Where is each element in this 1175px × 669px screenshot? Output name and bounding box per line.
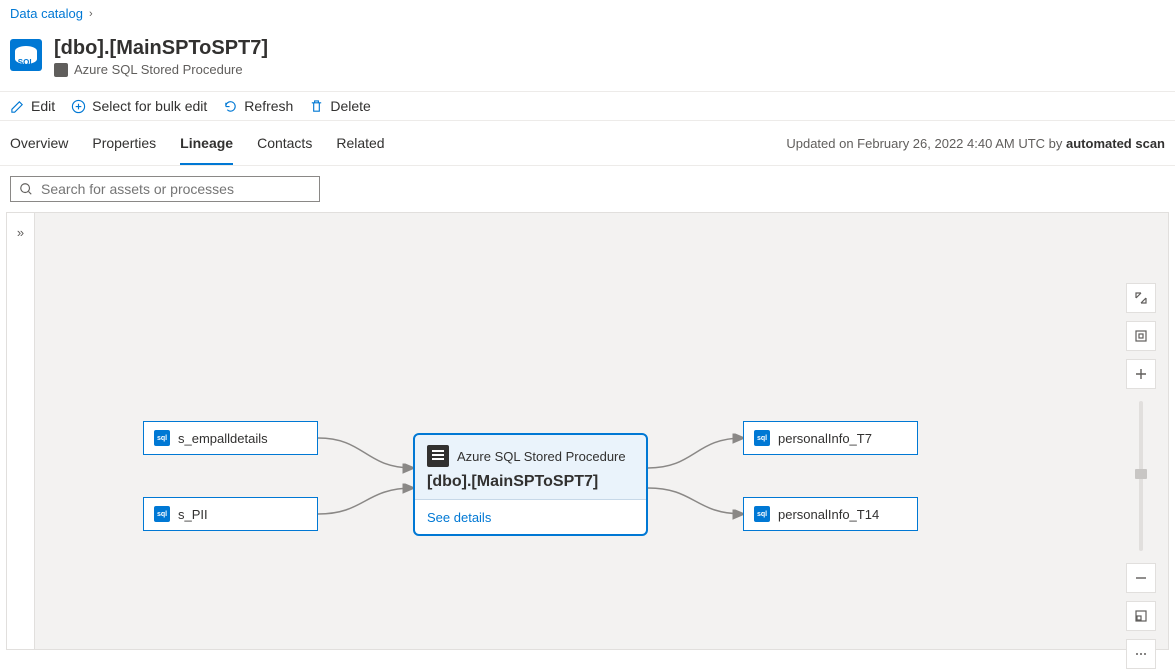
delete-label: Delete — [330, 98, 370, 114]
zoom-thumb[interactable] — [1135, 469, 1147, 479]
pencil-icon — [10, 99, 25, 114]
breadcrumb-root[interactable]: Data catalog — [10, 6, 83, 21]
fit-button[interactable] — [1126, 321, 1156, 351]
minus-icon — [1134, 571, 1148, 585]
search-wrap — [0, 166, 1175, 208]
tab-overview[interactable]: Overview — [10, 121, 68, 165]
trash-icon — [309, 99, 324, 114]
more-icon — [1134, 647, 1148, 661]
sql-table-icon: sql — [754, 430, 770, 446]
refresh-icon — [223, 99, 238, 114]
search-icon — [19, 182, 33, 196]
stored-procedure-icon — [427, 445, 449, 467]
tabs-row: Overview Properties Lineage Contacts Rel… — [0, 121, 1175, 166]
refresh-button[interactable]: Refresh — [223, 98, 293, 114]
lineage-output-node[interactable]: sql personalInfo_T7 — [743, 421, 918, 455]
expand-side-panel[interactable]: » — [7, 213, 35, 649]
node-label: s_empalldetails — [178, 431, 268, 446]
edit-label: Edit — [31, 98, 55, 114]
center-name: [dbo].[MainSPToSPT7] — [427, 473, 634, 491]
lineage-center-node[interactable]: Azure SQL Stored Procedure [dbo].[MainSP… — [413, 433, 648, 536]
bulk-edit-button[interactable]: Select for bulk edit — [71, 98, 207, 114]
plus-circle-icon — [71, 99, 86, 114]
zoom-controls — [1126, 283, 1156, 669]
sql-table-icon: sql — [154, 430, 170, 446]
lineage-output-node[interactable]: sql personalInfo_T14 — [743, 497, 918, 531]
sql-table-icon: sql — [154, 506, 170, 522]
stored-procedure-icon — [54, 63, 68, 77]
minimap-button[interactable] — [1126, 601, 1156, 631]
fullscreen-button[interactable] — [1126, 283, 1156, 313]
tabs: Overview Properties Lineage Contacts Rel… — [10, 121, 385, 165]
lineage-graph[interactable]: sql s_empalldetails sql s_PII Azure SQL … — [35, 213, 1168, 649]
page-title: [dbo].[MainSPToSPT7] — [54, 37, 268, 60]
node-label: personalInfo_T7 — [778, 431, 872, 446]
updated-by: automated scan — [1066, 136, 1165, 151]
tab-properties[interactable]: Properties — [92, 121, 156, 165]
updated-prefix: Updated on February 26, 2022 4:40 AM UTC… — [786, 136, 1066, 151]
tab-lineage[interactable]: Lineage — [180, 121, 233, 165]
tab-related[interactable]: Related — [336, 121, 384, 165]
plus-icon — [1134, 367, 1148, 381]
lineage-input-node[interactable]: sql s_PII — [143, 497, 318, 531]
page-header: SQL [dbo].[MainSPToSPT7] Azure SQL Store… — [0, 25, 1175, 91]
sql-database-icon: SQL — [10, 39, 42, 71]
search-input[interactable] — [41, 181, 311, 197]
edit-button[interactable]: Edit — [10, 98, 55, 114]
expand-icon — [1134, 291, 1148, 305]
node-label: personalInfo_T14 — [778, 507, 879, 522]
layout-icon — [1134, 609, 1148, 623]
zoom-slider[interactable] — [1139, 401, 1143, 551]
zoom-out-button[interactable] — [1126, 563, 1156, 593]
breadcrumb: Data catalog › — [0, 0, 1175, 25]
page-subtitle: Azure SQL Stored Procedure — [74, 62, 243, 77]
toolbar: Edit Select for bulk edit Refresh Delete — [0, 91, 1175, 121]
delete-button[interactable]: Delete — [309, 98, 370, 114]
refresh-label: Refresh — [244, 98, 293, 114]
sql-table-icon: sql — [754, 506, 770, 522]
more-button[interactable] — [1126, 639, 1156, 669]
lineage-input-node[interactable]: sql s_empalldetails — [143, 421, 318, 455]
search-box[interactable] — [10, 176, 320, 202]
bulk-label: Select for bulk edit — [92, 98, 207, 114]
see-details-link[interactable]: See details — [427, 510, 491, 525]
fit-icon — [1134, 329, 1148, 343]
center-type: Azure SQL Stored Procedure — [457, 449, 626, 464]
tab-contacts[interactable]: Contacts — [257, 121, 312, 165]
lineage-canvas: » sql s_empalldetails sql s_PII — [6, 212, 1169, 650]
updated-text: Updated on February 26, 2022 4:40 AM UTC… — [786, 136, 1165, 151]
node-label: s_PII — [178, 507, 208, 522]
zoom-in-button[interactable] — [1126, 359, 1156, 389]
chevron-right-icon: › — [89, 8, 93, 20]
